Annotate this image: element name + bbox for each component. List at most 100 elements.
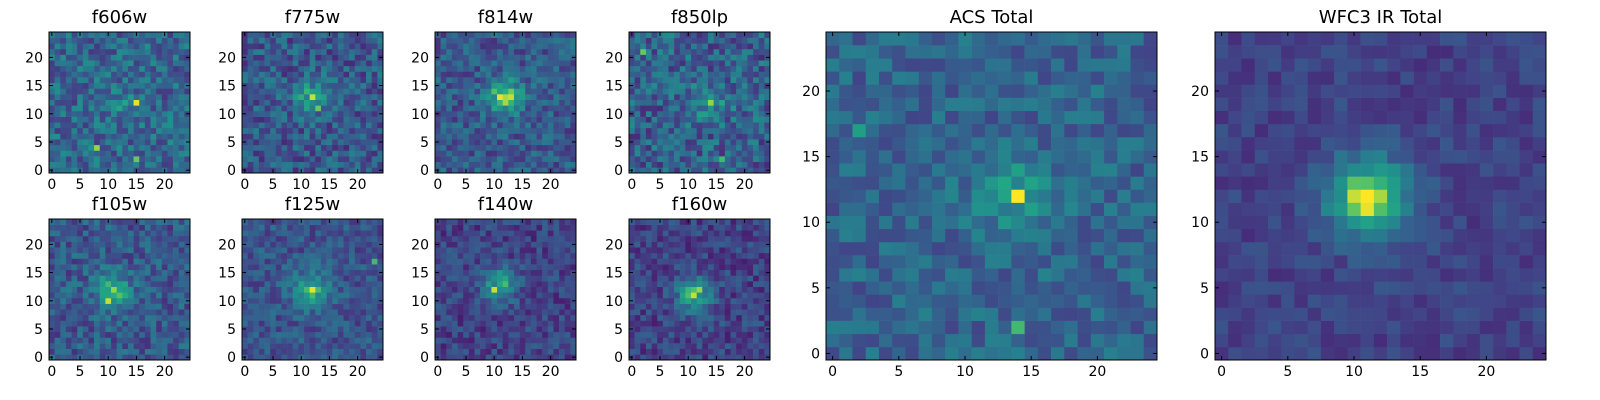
heatmap-cell: [326, 127, 333, 134]
heatmap-cell: [1037, 150, 1052, 164]
heatmap-cell: [536, 275, 543, 282]
heatmap-cell: [320, 354, 327, 361]
heatmap-cell: [457, 292, 464, 299]
heatmap-cell: [343, 320, 350, 327]
heatmap-cell: [674, 127, 681, 134]
heatmap-cell: [480, 144, 487, 151]
heatmap-cell: [1130, 333, 1145, 348]
heatmap-cell: [519, 326, 526, 333]
heatmap-cell: [315, 150, 322, 157]
heatmap-cell: [629, 37, 635, 44]
heatmap-cell: [366, 77, 373, 84]
heatmap-cell: [287, 54, 294, 61]
heatmap-cell: [530, 133, 537, 140]
heatmap-cell: [116, 99, 123, 106]
heatmap-cell: [905, 307, 919, 321]
heatmap-cell: [530, 48, 537, 55]
heatmap-cell: [242, 235, 248, 242]
heatmap-cell: [826, 333, 840, 348]
heatmap-cell: [984, 136, 999, 151]
heatmap-cell: [446, 110, 453, 117]
heatmap-cell: [99, 235, 106, 242]
heatmap-cell: [99, 354, 106, 361]
heatmap-cell: [60, 156, 67, 163]
heatmap-cell: [629, 60, 635, 67]
heatmap-cell: [349, 224, 356, 231]
heatmap-cell: [298, 94, 305, 100]
heatmap-cell: [553, 167, 560, 174]
heatmap-cell: [530, 99, 537, 106]
heatmap-cell: [707, 82, 714, 89]
heatmap-cell: [865, 150, 880, 164]
heatmap-cell: [253, 32, 260, 38]
heatmap-cell: [508, 60, 515, 67]
heatmap-cell: [144, 292, 151, 299]
heatmap-cell: [547, 60, 554, 67]
y-tick-label: 20: [218, 50, 236, 66]
heatmap-cell: [315, 309, 322, 316]
heatmap-cell: [332, 127, 339, 134]
heatmap-cell: [275, 320, 282, 327]
heatmap-cell: [94, 71, 101, 78]
heatmap-cell: [657, 122, 664, 129]
heatmap-cell: [1011, 71, 1025, 85]
heatmap-cell: [1117, 45, 1131, 59]
heatmap-cell: [446, 167, 453, 174]
heatmap-cell: [326, 116, 333, 123]
heatmap-cell: [564, 309, 571, 316]
heatmap-cell: [542, 127, 549, 134]
heatmap-cell: [435, 150, 441, 157]
heatmap-cell: [139, 303, 146, 310]
heatmap-cell: [1130, 189, 1145, 203]
heatmap-cell: [161, 252, 168, 259]
heatmap-cell: [292, 348, 299, 355]
heatmap-cell: [315, 286, 322, 293]
heatmap-cell: [354, 144, 361, 151]
heatmap-cell: [878, 32, 893, 46]
heatmap-cell: [547, 275, 554, 282]
heatmap-cell: [366, 43, 373, 50]
heatmap-cell: [446, 122, 453, 129]
heatmap-cell: [559, 156, 566, 163]
heatmap-cell: [133, 94, 140, 100]
heatmap-cell: [371, 224, 378, 231]
heatmap-cell: [304, 32, 310, 38]
heatmap-cell: [292, 281, 299, 287]
heatmap-cell: [741, 54, 748, 61]
heatmap-cell: [1064, 71, 1078, 85]
heatmap-cell: [332, 54, 339, 61]
heatmap-cell: [161, 116, 168, 123]
heatmap-cell: [320, 71, 327, 78]
heatmap-cell: [645, 105, 652, 112]
heatmap-cell: [371, 122, 378, 129]
heatmap-cell: [662, 116, 669, 123]
heatmap-cell: [144, 127, 151, 134]
heatmap-cell: [360, 77, 367, 84]
heatmap-cell: [270, 110, 277, 117]
heatmap-cell: [54, 314, 61, 321]
heatmap-cell: [446, 326, 453, 333]
heatmap-cell: [178, 275, 185, 282]
heatmap-cell: [360, 219, 367, 225]
heatmap-cell: [349, 105, 356, 112]
heatmap-cell: [309, 264, 316, 271]
heatmap-cell: [1077, 123, 1092, 138]
heatmap-cell: [753, 71, 760, 78]
heatmap-cell: [371, 82, 378, 89]
heatmap-cell: [178, 252, 185, 259]
heatmap-cell: [852, 123, 867, 138]
heatmap-cell: [309, 161, 316, 168]
heatmap-cell: [298, 343, 305, 350]
heatmap-cell: [292, 264, 299, 271]
heatmap-cell: [167, 303, 174, 310]
heatmap-cell: [167, 88, 174, 95]
heatmap-cell: [878, 110, 893, 125]
heatmap-cell: [366, 303, 373, 310]
heatmap-cell: [133, 60, 140, 67]
heatmap-cell: [826, 150, 840, 164]
heatmap-cell: [435, 94, 441, 100]
heatmap-cell: [674, 167, 681, 174]
heatmap-cell: [281, 167, 288, 174]
heatmap-cell: [167, 241, 174, 248]
heatmap-cell: [480, 94, 487, 100]
